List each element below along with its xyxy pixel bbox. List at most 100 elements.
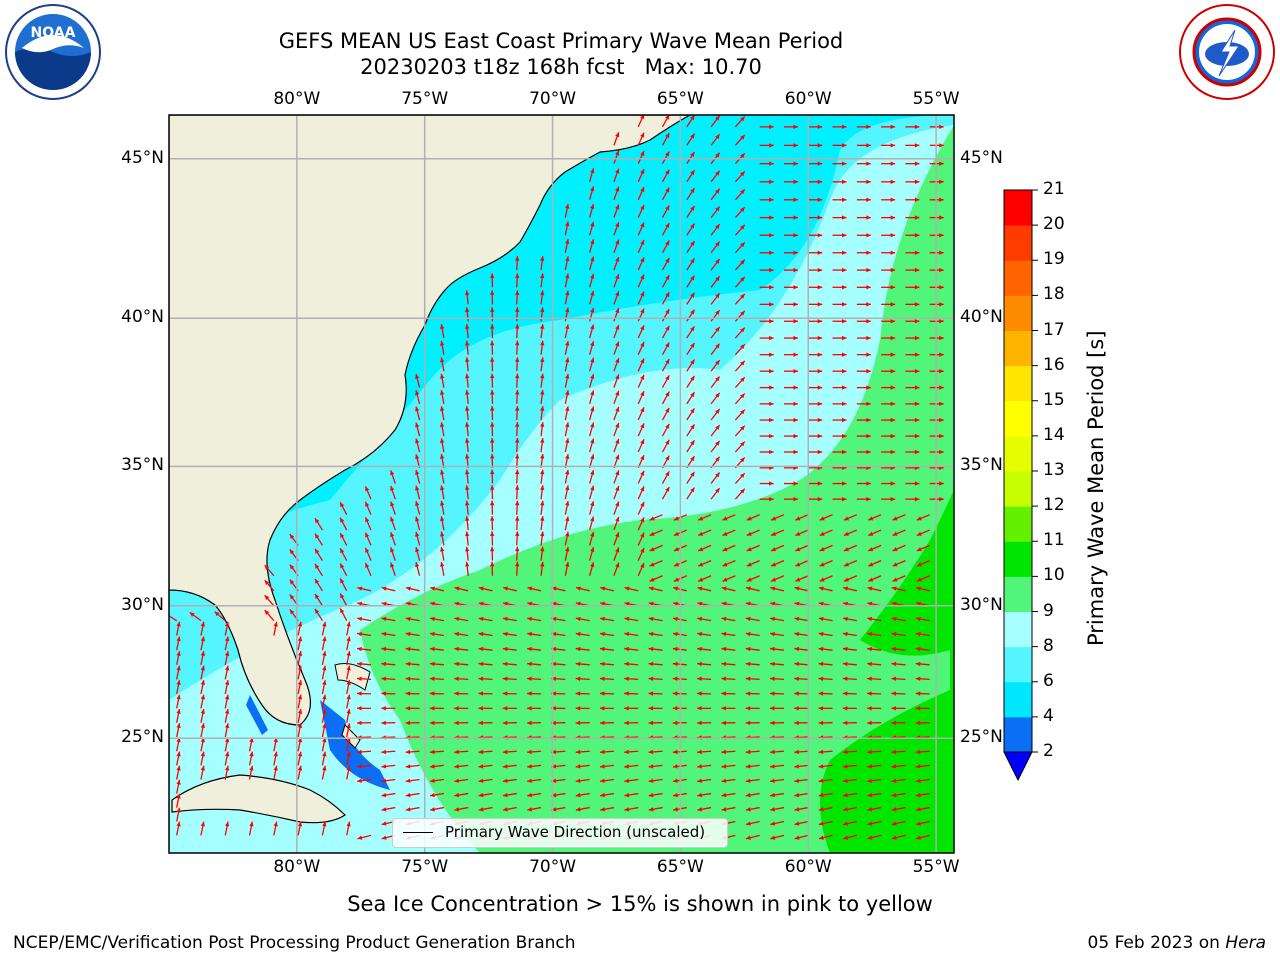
wave-arrow: [745, 706, 760, 711]
wave-arrow: [881, 285, 896, 290]
wave-arrow: [440, 389, 445, 404]
wave-arrow: [502, 676, 517, 681]
wave-arrow: [515, 357, 520, 372]
wave-arrow: [916, 514, 930, 521]
wave-arrow: [429, 676, 444, 681]
wave-arrow: [381, 586, 396, 592]
wave-arrow: [721, 720, 736, 726]
wave-arrow: [200, 821, 205, 836]
wave-arrow: [686, 391, 696, 405]
wave-arrow: [661, 375, 670, 388]
wave-arrow: [819, 529, 833, 537]
wave-arrow: [248, 751, 254, 766]
wave-arrow: [746, 575, 760, 582]
period-field-9-10s: [360, 125, 954, 853]
wave-arrow: [905, 197, 920, 202]
wave-arrow: [502, 806, 517, 812]
wave-arrow: [794, 749, 809, 755]
wave-arrow: [551, 792, 566, 798]
wave-arrow: [783, 197, 798, 202]
wave-arrow: [794, 806, 809, 812]
wave-arrow: [478, 764, 493, 769]
wave-arrow: [357, 834, 372, 840]
wave-arrow: [905, 449, 920, 455]
wave-arrow: [564, 453, 570, 468]
wave-arrow: [697, 749, 712, 755]
wave-arrow: [346, 650, 351, 665]
wave-arrow: [734, 293, 746, 305]
wave-arrow: [454, 646, 469, 652]
wave-arrow: [478, 586, 493, 592]
wave-arrow: [842, 646, 857, 652]
wave-arrow: [856, 197, 871, 202]
wave-arrow: [697, 706, 712, 711]
wave-arrow: [224, 665, 230, 680]
wave-arrow: [515, 290, 520, 305]
wave-arrow: [527, 792, 542, 798]
wave-arrow: [905, 179, 920, 184]
wave-arrow: [915, 749, 930, 755]
wave-arrow: [722, 560, 736, 567]
wave-arrow: [321, 751, 327, 766]
wave-arrow: [357, 616, 372, 622]
colorbar-segment: [1004, 365, 1032, 402]
wave-arrow: [540, 516, 545, 531]
period-field-2-4s-bahamas: [320, 700, 390, 790]
wave-arrow: [842, 676, 857, 681]
colorbar-tick-label: 21: [1043, 179, 1065, 199]
wave-arrow: [746, 560, 760, 567]
map-frame: [168, 114, 955, 854]
wave-arrow: [564, 485, 570, 500]
wave-arrow: [721, 749, 736, 755]
wave-arrow: [770, 544, 785, 552]
wave-arrow: [686, 487, 696, 500]
wave-arrow: [564, 273, 570, 288]
wave-arrow: [478, 676, 493, 681]
wave-arrow: [856, 319, 871, 324]
wave-arrow: [783, 352, 798, 357]
wave-arrow: [490, 357, 495, 372]
wave-arrow: [892, 514, 906, 521]
wave-arrow: [905, 124, 920, 130]
wave-arrow: [589, 307, 595, 322]
wave-arrow: [686, 375, 696, 388]
wave-arrow: [891, 691, 906, 696]
wave-arrow: [637, 204, 645, 218]
wave-arrow: [297, 751, 303, 766]
wave-arrow: [867, 514, 882, 521]
wave-arrow: [415, 562, 421, 576]
wave-arrow: [200, 723, 205, 738]
wave-arrow: [527, 616, 542, 622]
wave-arrow: [832, 449, 847, 455]
wave-arrow: [808, 496, 823, 502]
wave-arrow: [589, 501, 595, 515]
colorbar-segment: [1004, 260, 1032, 296]
colorbar-tick-label: 4: [1043, 705, 1054, 726]
lon-tick-label-bottom: 80°W: [273, 857, 321, 877]
wave-arrow: [637, 132, 645, 146]
wave-arrow: [734, 170, 746, 183]
wave-arrow: [891, 806, 906, 812]
wave-arrow: [515, 546, 520, 561]
wave-arrow: [891, 586, 906, 592]
wave-arrow: [356, 720, 372, 726]
wave-arrow: [794, 631, 809, 637]
wave-arrow: [905, 433, 920, 439]
wave-arrow: [783, 319, 798, 324]
wave-arrow: [200, 694, 205, 709]
wave-arrow: [915, 792, 930, 798]
wave-arrow: [264, 609, 275, 622]
wave-arrow: [710, 206, 721, 219]
wave-arrow: [783, 369, 798, 374]
wave-arrow: [722, 514, 736, 521]
wave-arrow: [770, 631, 785, 637]
wave-arrow: [722, 544, 736, 552]
colorbar-tick-label: 2: [1043, 741, 1054, 761]
wave-arrow: [686, 169, 696, 183]
wave-arrow: [624, 764, 639, 769]
wave-arrow: [599, 646, 614, 652]
wave-arrow: [564, 406, 570, 421]
wave-arrow: [465, 469, 470, 484]
wave-arrow: [314, 593, 323, 607]
wave-arrow: [818, 691, 833, 696]
